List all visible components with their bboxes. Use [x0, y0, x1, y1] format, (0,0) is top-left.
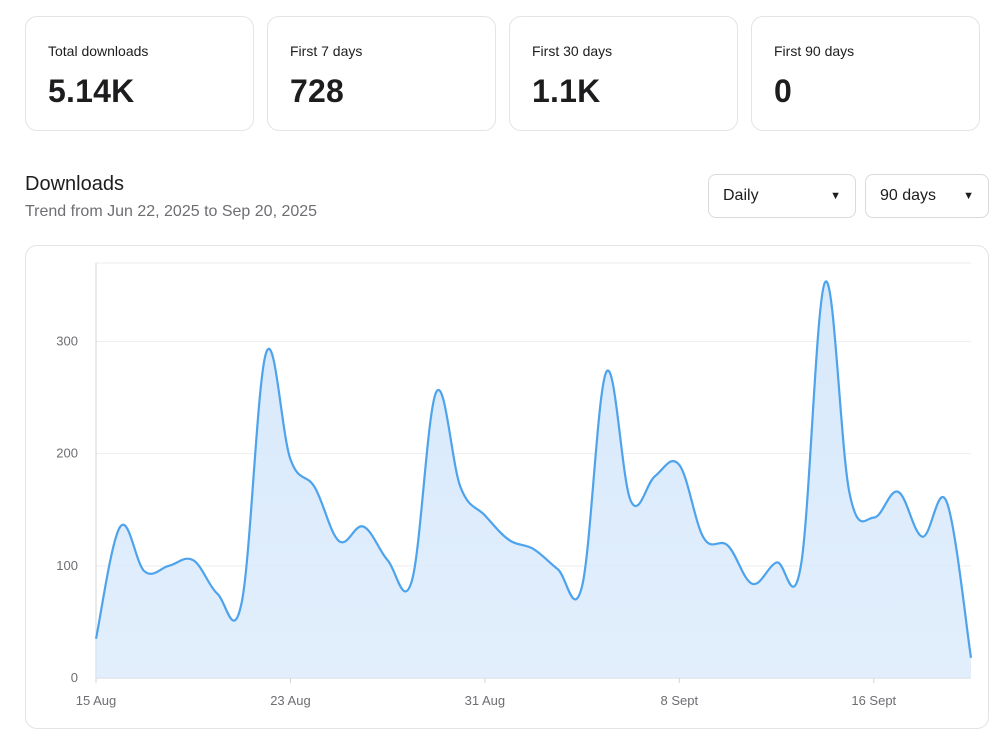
data-point	[799, 564, 803, 568]
stat-value: 5.14K	[48, 73, 135, 109]
data-point	[240, 600, 244, 604]
data-point	[677, 463, 681, 467]
chevron-down-icon: ▼	[830, 190, 841, 202]
data-point	[313, 485, 317, 489]
downloads-chart: 0 100 200 300 15 Aug 23 Aug 31 Aug 8 Sept 16 Sep…	[56, 262, 973, 708]
data-point	[216, 592, 220, 596]
x-tick-label: 8 Sept	[661, 693, 699, 708]
data-point	[143, 569, 147, 573]
data-point	[167, 564, 171, 568]
stat-label: First 30 days	[532, 43, 613, 59]
data-point	[386, 558, 390, 562]
y-tick-label: 0	[71, 670, 78, 685]
series-line	[94, 280, 973, 658]
data-point	[264, 351, 268, 355]
data-point	[288, 457, 292, 461]
stat-value: 1.1K	[532, 73, 601, 109]
data-point	[823, 280, 827, 284]
y-tick-label: 200	[56, 446, 78, 461]
data-point	[410, 578, 414, 582]
data-point	[872, 516, 876, 520]
data-point	[750, 582, 754, 586]
data-point	[726, 544, 730, 548]
data-point	[556, 567, 560, 571]
data-point	[337, 539, 341, 543]
range-select-value: 90 days	[880, 187, 937, 204]
chart-subtitle: Trend from Jun 22, 2025 to Sep 20, 2025	[25, 203, 318, 220]
chevron-down-icon: ▼	[963, 190, 974, 202]
stats-row: Total downloads 5.14K First 7 days 728 F…	[25, 16, 980, 131]
stat-card-total: Total downloads 5.14K	[25, 16, 254, 131]
data-point	[434, 390, 438, 394]
y-tick-label: 100	[56, 558, 78, 573]
data-point	[629, 499, 633, 503]
range-select[interactable]: 90 days ▼	[865, 174, 989, 218]
data-point	[580, 584, 584, 588]
data-point	[459, 485, 463, 489]
stat-card-90-days: First 90 days 0	[751, 16, 980, 131]
data-point	[118, 525, 122, 529]
data-point	[969, 656, 973, 660]
data-point	[847, 491, 851, 495]
data-point	[702, 536, 706, 540]
stat-label: First 90 days	[774, 43, 855, 59]
data-point	[653, 474, 657, 478]
stat-card-30-days: First 30 days 1.1K	[509, 16, 738, 131]
data-point	[920, 535, 924, 539]
y-tick-label: 300	[56, 334, 78, 349]
interval-select[interactable]: Daily ▼	[708, 174, 856, 218]
stat-card-7-days: First 7 days 728	[267, 16, 496, 131]
stat-value: 0	[774, 73, 792, 109]
data-point	[604, 370, 608, 374]
data-point	[507, 538, 511, 542]
data-point	[945, 500, 949, 504]
data-point	[532, 547, 536, 551]
interval-select-value: Daily	[723, 187, 759, 204]
x-tick-label: 16 Sept	[851, 693, 896, 708]
data-point	[361, 525, 365, 529]
x-tick-label: 23 Aug	[270, 693, 311, 708]
data-point	[775, 560, 779, 564]
stat-label: Total downloads	[48, 43, 149, 59]
data-point	[483, 513, 487, 517]
stat-value: 728	[290, 73, 344, 109]
series-area	[96, 281, 971, 678]
stat-label: First 7 days	[290, 43, 363, 59]
x-tick-label: 15 Aug	[76, 693, 117, 708]
x-tick-label: 31 Aug	[465, 693, 506, 708]
data-point	[896, 490, 900, 494]
data-point	[191, 558, 195, 562]
chart-title: Downloads	[25, 173, 124, 195]
data-point	[94, 637, 98, 641]
